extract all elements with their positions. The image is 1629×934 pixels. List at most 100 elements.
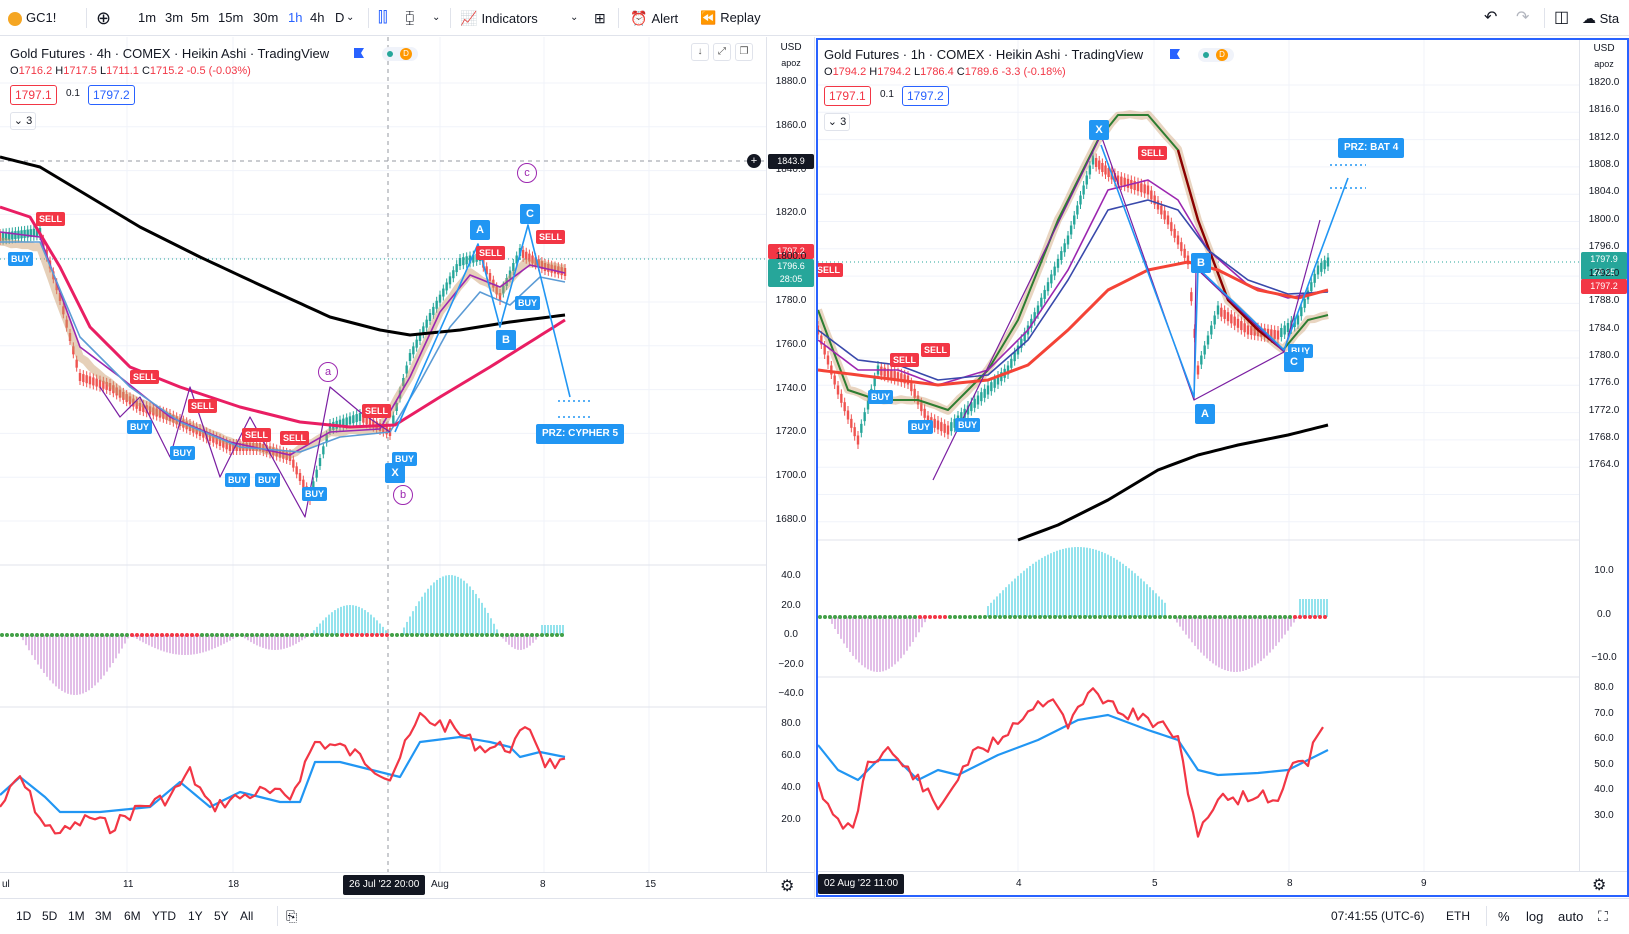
buy-signal: BUY xyxy=(127,420,153,434)
cloud-start-button[interactable]: ☁ Sta xyxy=(1582,0,1619,36)
range-all[interactable]: All xyxy=(240,909,254,923)
candle-body xyxy=(1143,184,1146,194)
auto-toggle[interactable]: auto xyxy=(1558,909,1584,924)
zero-cross-dot xyxy=(1018,615,1022,619)
split-layout-icon[interactable]: ◫ xyxy=(1554,9,1570,26)
candle-body xyxy=(1220,307,1223,317)
candle-body xyxy=(435,300,438,309)
ema-fast-purple xyxy=(0,231,566,456)
candle-body xyxy=(192,424,195,433)
zero-cross-dot xyxy=(270,633,274,637)
symbol-search[interactable]: GC1! xyxy=(8,0,56,36)
add-compare-icon[interactable]: ⊕ xyxy=(96,8,112,28)
chart-canvas-right[interactable] xyxy=(818,40,1579,897)
zero-cross-dot xyxy=(410,633,414,637)
settings-gear-icon[interactable]: ⚙ xyxy=(780,878,795,895)
chart-type-chevron-icon[interactable]: ⌄ xyxy=(432,12,441,23)
price-tick-label: 1812.0 xyxy=(1588,131,1620,143)
range-1y[interactable]: 1Y xyxy=(188,909,203,923)
indicators-button[interactable]: 📈 Indicators xyxy=(460,0,538,36)
interval-dropdown-chevron-icon[interactable]: ⌄ xyxy=(346,12,355,23)
fullscreen-icon[interactable]: ⛶ xyxy=(1598,908,1608,924)
interval-d[interactable]: D xyxy=(335,10,345,25)
zero-cross-dot xyxy=(515,633,519,637)
interval-4h[interactable]: 4h xyxy=(310,10,325,25)
candle-body xyxy=(846,410,850,420)
scroll-down-icon[interactable]: ↓ xyxy=(691,43,709,61)
alert-button[interactable]: ⏰ Alert xyxy=(630,0,678,36)
price-axis[interactable]: USD apoz 1797.9 28:05 1797.2 1820.0 1816.0… xyxy=(1579,40,1627,895)
currency-label[interactable]: USD xyxy=(1593,43,1615,54)
interval-5m[interactable]: 5m xyxy=(191,10,210,25)
candle-body xyxy=(472,254,475,263)
date-range-calendar-icon[interactable]: ⎘ xyxy=(286,908,298,924)
buy-price-button[interactable]: 1797.2 xyxy=(902,86,949,106)
currency-label[interactable]: USD xyxy=(780,42,802,53)
undo-icon[interactable]: ↶ xyxy=(1484,9,1498,26)
range-5y[interactable]: 5Y xyxy=(214,909,229,923)
sell-price-button[interactable]: 1797.1 xyxy=(824,86,871,106)
indicators-chevron-icon[interactable]: ⌄ xyxy=(570,12,579,23)
zero-cross-dot xyxy=(550,633,554,637)
zero-cross-dot xyxy=(1108,615,1112,619)
sell-signal: SELL xyxy=(536,230,566,244)
ema-medium-blue xyxy=(0,241,566,453)
log-toggle[interactable]: log xyxy=(1526,909,1544,924)
zero-cross-dot xyxy=(235,633,239,637)
price-axis[interactable]: USD apoz 1843.9 1797.2 1796.6 28:05 1880.… xyxy=(766,37,814,898)
indicator-collapse-toggle[interactable]: ⌄ 3 xyxy=(824,113,850,131)
indicator-collapse-toggle[interactable]: ⌄ 3 xyxy=(10,112,36,130)
candle-body xyxy=(65,319,68,328)
percent-toggle[interactable]: % xyxy=(1498,909,1510,924)
candle-body xyxy=(1069,225,1073,235)
time-axis[interactable]: 02 Aug '22 11:00 ⚙ 4 5 8 9 xyxy=(818,871,1627,895)
ema-slow-red xyxy=(0,205,566,429)
zero-cross-dot xyxy=(1138,615,1142,619)
restore-icon[interactable]: ❐ xyxy=(735,43,753,61)
redo-icon[interactable]: ↷ xyxy=(1516,9,1530,26)
interval-1h[interactable]: 1h xyxy=(288,10,303,25)
settings-gear-icon[interactable]: ⚙ xyxy=(1592,877,1607,894)
buy-price-button[interactable]: 1797.2 xyxy=(88,85,135,105)
candle-body xyxy=(525,251,528,260)
time-axis[interactable]: 26 Jul '22 20:00 ⚙ ul 11 18 Aug 8 15 xyxy=(0,872,814,898)
price-tick-label: 1816.0 xyxy=(1588,104,1620,116)
range-3m[interactable]: 3M xyxy=(95,909,112,923)
candle-body xyxy=(1186,255,1190,265)
candle-body xyxy=(222,439,225,448)
session-button[interactable]: ETH xyxy=(1446,909,1470,923)
zero-cross-dot xyxy=(968,615,972,619)
interval-15m[interactable]: 15m xyxy=(218,10,244,25)
layout-grid-icon[interactable]: ⊞ xyxy=(594,10,606,26)
candle-body xyxy=(468,255,472,264)
price-tick-label: 1740.0 xyxy=(775,382,807,394)
interval-1m[interactable]: 1m xyxy=(138,10,157,25)
maximize-icon[interactable]: ⤢ xyxy=(713,43,731,61)
chart-pane-right[interactable]: Gold Futures · 1h · COMEX · Heikin Ashi … xyxy=(816,38,1629,897)
chart-canvas-left[interactable] xyxy=(0,37,766,898)
add-alert-icon[interactable]: + xyxy=(747,154,761,168)
scale-mode-label[interactable]: apoz xyxy=(781,58,801,68)
interval-30m[interactable]: 30m xyxy=(253,10,279,25)
range-ytd[interactable]: YTD xyxy=(152,909,176,923)
zero-cross-dot xyxy=(1218,615,1222,619)
zero-cross-dot xyxy=(1298,615,1302,619)
range-5d[interactable]: 5D xyxy=(42,909,58,923)
scale-mode-label[interactable]: apoz xyxy=(1594,59,1614,69)
range-1m[interactable]: 1M xyxy=(68,909,85,923)
sell-price-button[interactable]: 1797.1 xyxy=(10,85,57,105)
range-6m[interactable]: 6M xyxy=(124,909,141,923)
replay-button[interactable]: ⏪ Replay xyxy=(700,0,761,36)
bar-style-icon[interactable]: ⫿⫿ xyxy=(378,9,388,26)
candle-style-icon[interactable]: ⧮ xyxy=(405,9,415,26)
chart-pane-left[interactable]: Gold Futures · 4h · COMEX · Heikin Ashi … xyxy=(0,37,815,898)
candle-body xyxy=(488,273,492,281)
interval-3m[interactable]: 3m xyxy=(165,10,184,25)
clock-label[interactable]: 07:41:55 (UTC-6) xyxy=(1331,909,1425,923)
range-1d[interactable]: 1D xyxy=(16,909,32,923)
candle-body xyxy=(521,249,525,258)
zero-cross-dot xyxy=(195,633,199,637)
zero-cross-dot xyxy=(480,633,484,637)
stochastic-blue-line xyxy=(818,713,1329,782)
close-value: 1789.6 xyxy=(964,66,999,78)
